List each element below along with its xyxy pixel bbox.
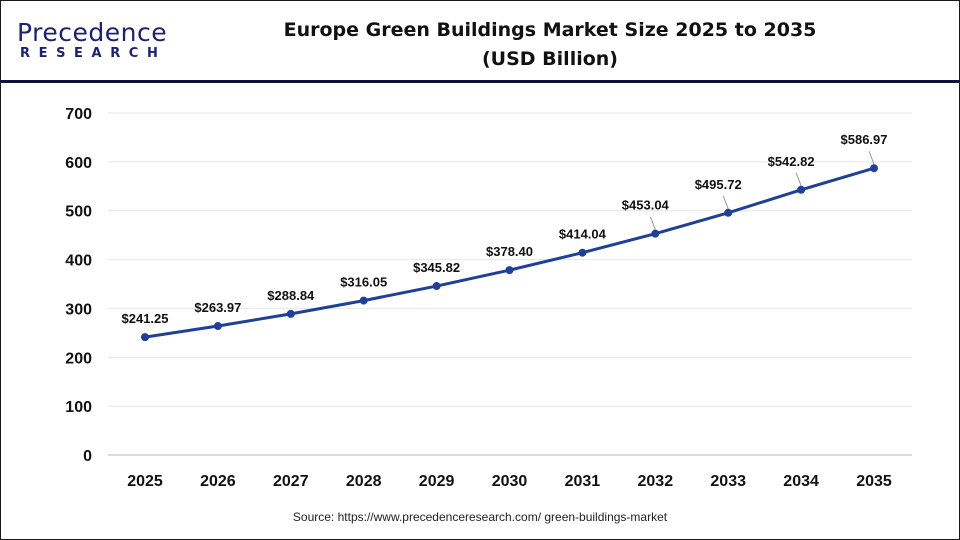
y-tick-label: 600 [65, 155, 92, 172]
leader-line [795, 172, 802, 186]
x-tick-label: 2025 [127, 473, 163, 490]
data-label: $495.72 [695, 177, 742, 192]
x-tick-label: 2031 [565, 473, 601, 490]
data-point [213, 322, 222, 331]
data-point [286, 309, 295, 318]
leader-line [868, 151, 875, 165]
y-tick-label: 500 [65, 204, 92, 221]
chart-title: Europe Green Buildings Market Size 2025 … [250, 16, 850, 74]
data-label: $453.04 [622, 198, 670, 213]
data-point [578, 248, 587, 257]
data-point [724, 208, 733, 217]
data-label: $378.40 [486, 244, 533, 259]
logo-sub-text: RESEARCH [20, 46, 167, 61]
y-tick-label: 0 [83, 448, 92, 465]
leader-line [649, 216, 656, 230]
source-note: Source: https://www.precedenceresearch.c… [292, 510, 668, 524]
data-label: $586.97 [841, 132, 888, 147]
leader-line [722, 195, 729, 209]
data-point [432, 282, 441, 291]
data-point [870, 164, 878, 173]
y-tick-label: 400 [65, 253, 92, 270]
data-label: $542.82 [768, 154, 815, 169]
logo: Precedence RESEARCH [17, 20, 167, 62]
x-tick-label: 2033 [710, 473, 746, 490]
data-point [797, 185, 806, 194]
x-tick-label: 2026 [200, 473, 236, 490]
x-tick-label: 2028 [346, 473, 382, 490]
data-label: $288.84 [267, 288, 315, 303]
data-label: $414.04 [559, 227, 607, 242]
data-label: $345.82 [413, 260, 460, 275]
data-label: $263.97 [194, 300, 241, 315]
x-tick-label: 2027 [273, 473, 309, 490]
y-tick-label: 300 [65, 301, 92, 318]
chart-title-line1: Europe Green Buildings Market Size 2025 … [283, 19, 817, 41]
y-tick-label: 100 [65, 399, 92, 416]
x-tick-label: 2034 [783, 473, 819, 490]
logo-main-text: Precedence [17, 18, 168, 47]
data-point [505, 266, 514, 275]
x-tick-label: 2035 [856, 473, 892, 490]
data-point [651, 229, 660, 238]
x-tick-label: 2032 [638, 473, 674, 490]
x-tick-label: 2029 [419, 473, 455, 490]
chart-title-line2: (USD Billion) [482, 48, 618, 70]
data-label: $316.05 [340, 275, 387, 290]
x-tick-label: 2030 [492, 473, 528, 490]
data-point [141, 333, 149, 342]
data-point [359, 296, 368, 305]
y-tick-label: 200 [65, 350, 92, 367]
header-divider [0, 80, 960, 83]
y-tick-label: 700 [65, 106, 92, 123]
data-label: $241.25 [122, 311, 169, 326]
